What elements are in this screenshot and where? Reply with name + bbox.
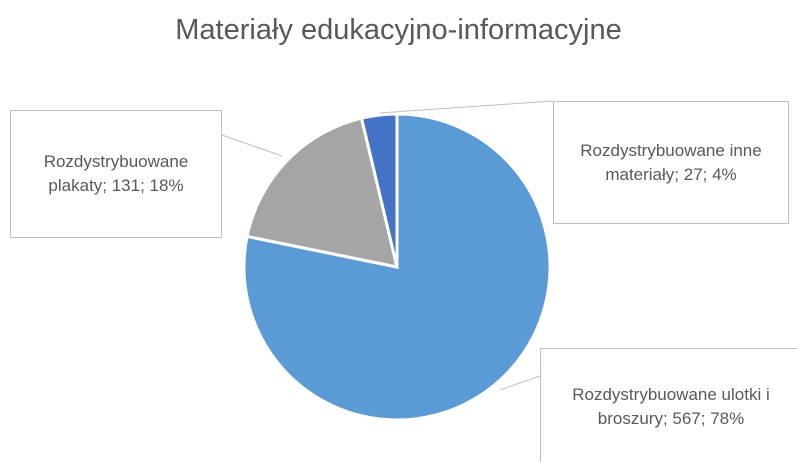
- leader-line: [379, 100, 554, 114]
- leader-line: [499, 375, 541, 391]
- data-label: Rozdystrybuowane inne materiały; 27; 4%: [553, 101, 789, 224]
- pie-slice: [242, 112, 552, 422]
- chart-title: Materiały edukacyjno-informacyjne: [175, 14, 622, 46]
- pie-slice: [359, 112, 399, 268]
- leader-line: [221, 134, 283, 157]
- data-label: Rozdystrybuowane plakaty; 131; 18%: [10, 110, 222, 238]
- data-label: Rozdystrybuowane ulotki i broszury; 567;…: [540, 348, 797, 462]
- pie-slice: [245, 116, 400, 269]
